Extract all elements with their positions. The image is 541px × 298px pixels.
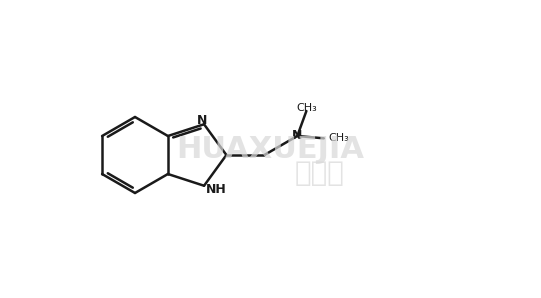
Text: NH: NH [206,183,227,196]
Text: CH₃: CH₃ [296,103,317,113]
Text: N: N [292,130,302,142]
Text: 化学加: 化学加 [295,159,345,187]
Text: CH₃: CH₃ [329,133,349,143]
Text: HUAXUEJIA: HUAXUEJIA [176,134,364,164]
Text: N: N [197,114,207,127]
